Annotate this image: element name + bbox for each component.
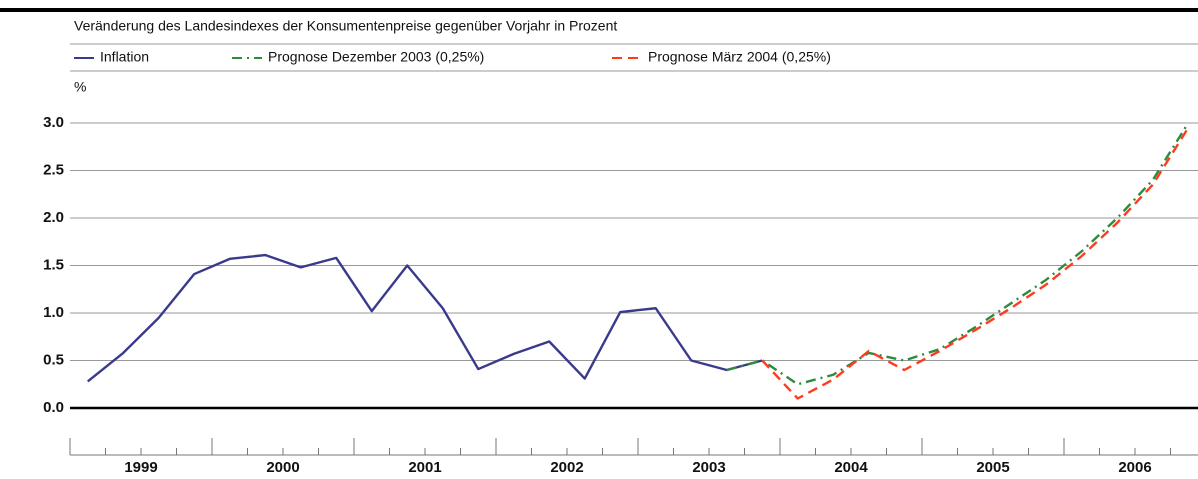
top-rule <box>0 8 1198 12</box>
x-tick-label: 2006 <box>1118 459 1151 476</box>
y-tick-label: 2.0 <box>43 209 64 226</box>
x-tick-label: 2005 <box>976 459 1009 476</box>
y-tick-label: 0.5 <box>43 351 64 368</box>
y-tick-label: 1.5 <box>43 256 64 273</box>
y-tick-label: 3.0 <box>43 114 64 131</box>
series-line <box>761 127 1190 400</box>
x-tick-label: 2002 <box>550 459 583 476</box>
legend-label: Prognose März 2004 (0,25%) <box>648 49 831 65</box>
series-line <box>86 253 763 383</box>
chart-subtitle: Veränderung des Landesindexes der Konsum… <box>74 18 617 34</box>
y-tick-label: 1.0 <box>43 304 64 321</box>
series-line <box>726 122 1190 386</box>
legend-label: Prognose Dezember 2003 (0,25%) <box>268 49 484 65</box>
y-tick-label: 0.0 <box>43 399 64 416</box>
x-tick-label: 2003 <box>692 459 725 476</box>
x-tick-label: 2004 <box>834 459 868 476</box>
y-axis-label: % <box>74 79 86 95</box>
x-tick-label: 2000 <box>266 459 299 476</box>
y-tick-label: 2.5 <box>43 161 64 178</box>
x-tick-label: 1999 <box>124 459 157 476</box>
x-tick-label: 2001 <box>408 459 441 476</box>
legend-label: Inflation <box>100 49 149 65</box>
